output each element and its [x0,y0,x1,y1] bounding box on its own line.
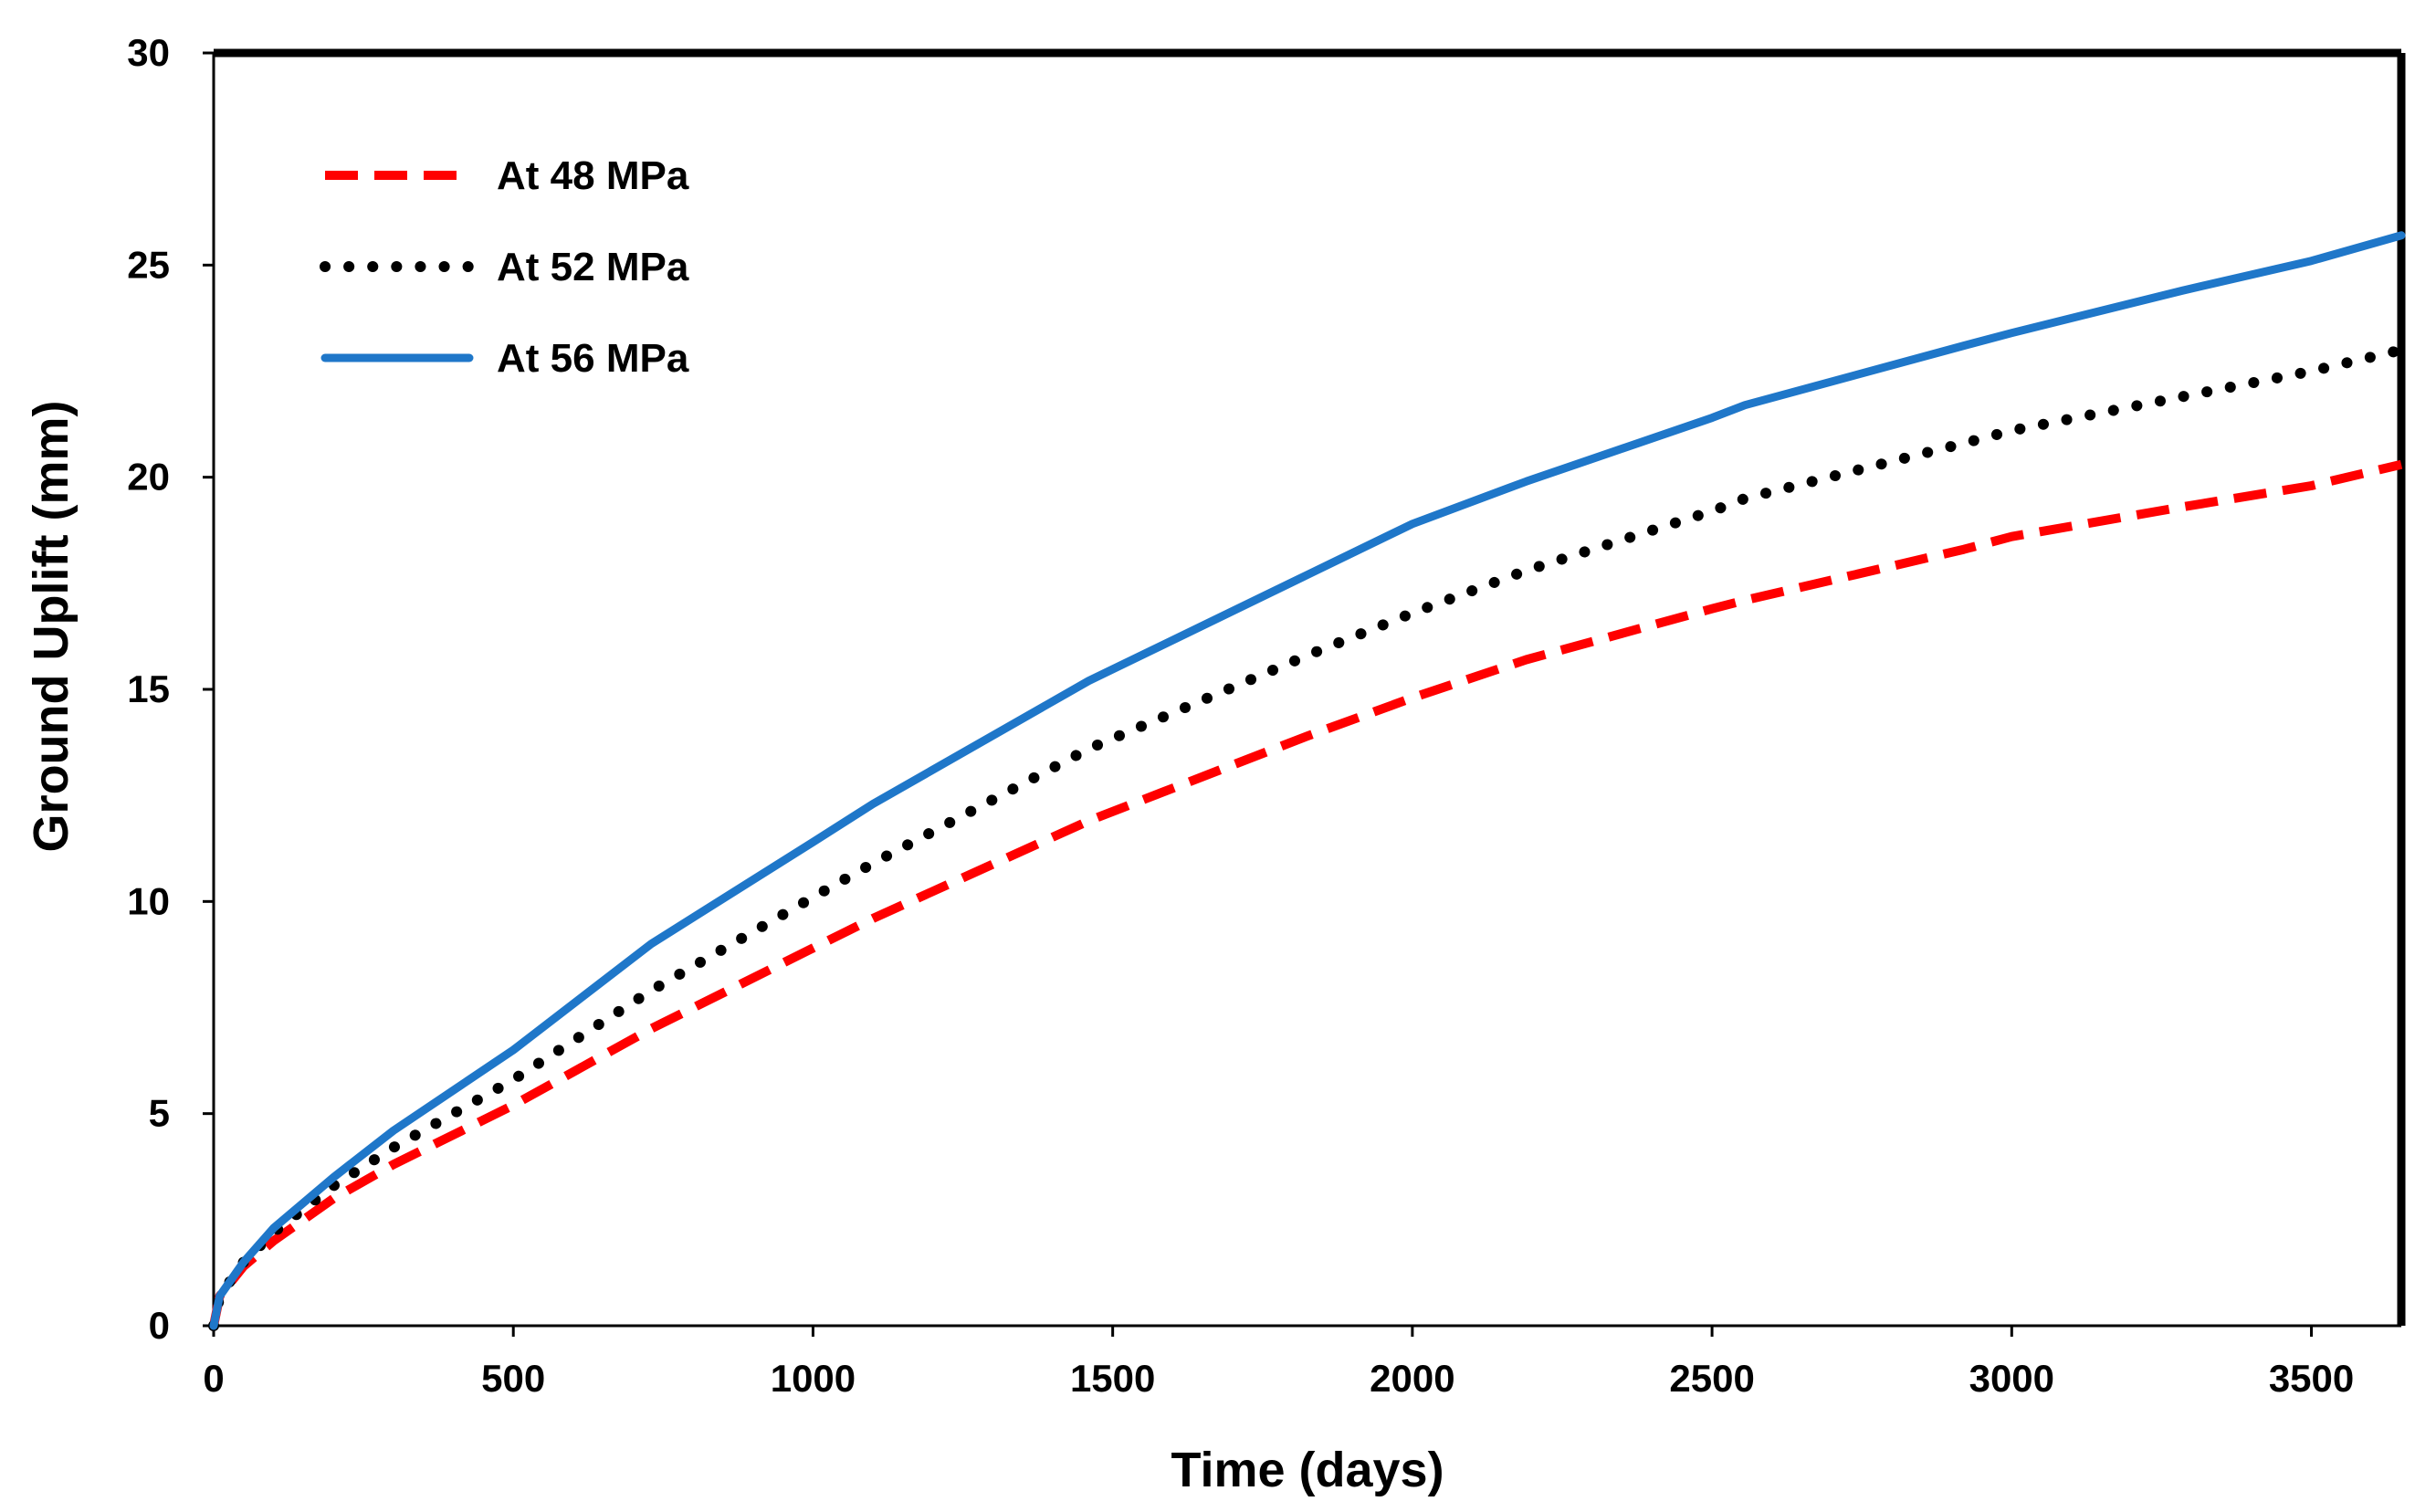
y-axis: 0 5 10 15 20 25 30 [127,31,214,1347]
x-tick-label-500: 500 [481,1357,545,1400]
legend: At 48 MPa At 52 MPa At 56 MPa [320,153,689,381]
legend-label-56mpa: At 56 MPa [497,336,689,381]
x-tick-label-3500: 3500 [2269,1357,2354,1400]
y-tick-label-25: 25 [127,243,170,286]
x-tick-label-2500: 2500 [1669,1357,1754,1400]
series-line-at-48-mpa [209,459,2403,1327]
y-axis-title: Ground Uplift (mm) [24,401,79,853]
legend-label-52mpa: At 52 MPa [497,245,689,289]
series-line-at-52-mpa [208,344,2407,1331]
legend-label-48mpa: At 48 MPa [497,153,689,198]
x-tick-label-0: 0 [203,1357,224,1400]
x-tick-label-1000: 1000 [771,1357,856,1400]
series-layer [208,231,2407,1331]
y-tick-label-10: 10 [127,879,170,922]
y-tick-label-0: 0 [149,1304,170,1347]
series-line-at-56-mpa [209,231,2406,1330]
x-tick-label-3000: 3000 [1969,1357,2054,1400]
y-tick-label-5: 5 [149,1092,170,1135]
y-tick-label-20: 20 [127,456,170,499]
y-tick-label-15: 15 [127,667,170,710]
x-tick-label-1500: 1500 [1070,1357,1155,1400]
y-tick-label-30: 30 [127,31,170,74]
x-axis-title: Time (days) [1171,1443,1444,1497]
x-tick-label-2000: 2000 [1370,1357,1454,1400]
x-axis: 0 500 1000 1500 2000 2500 3000 3500 [203,1326,2354,1400]
